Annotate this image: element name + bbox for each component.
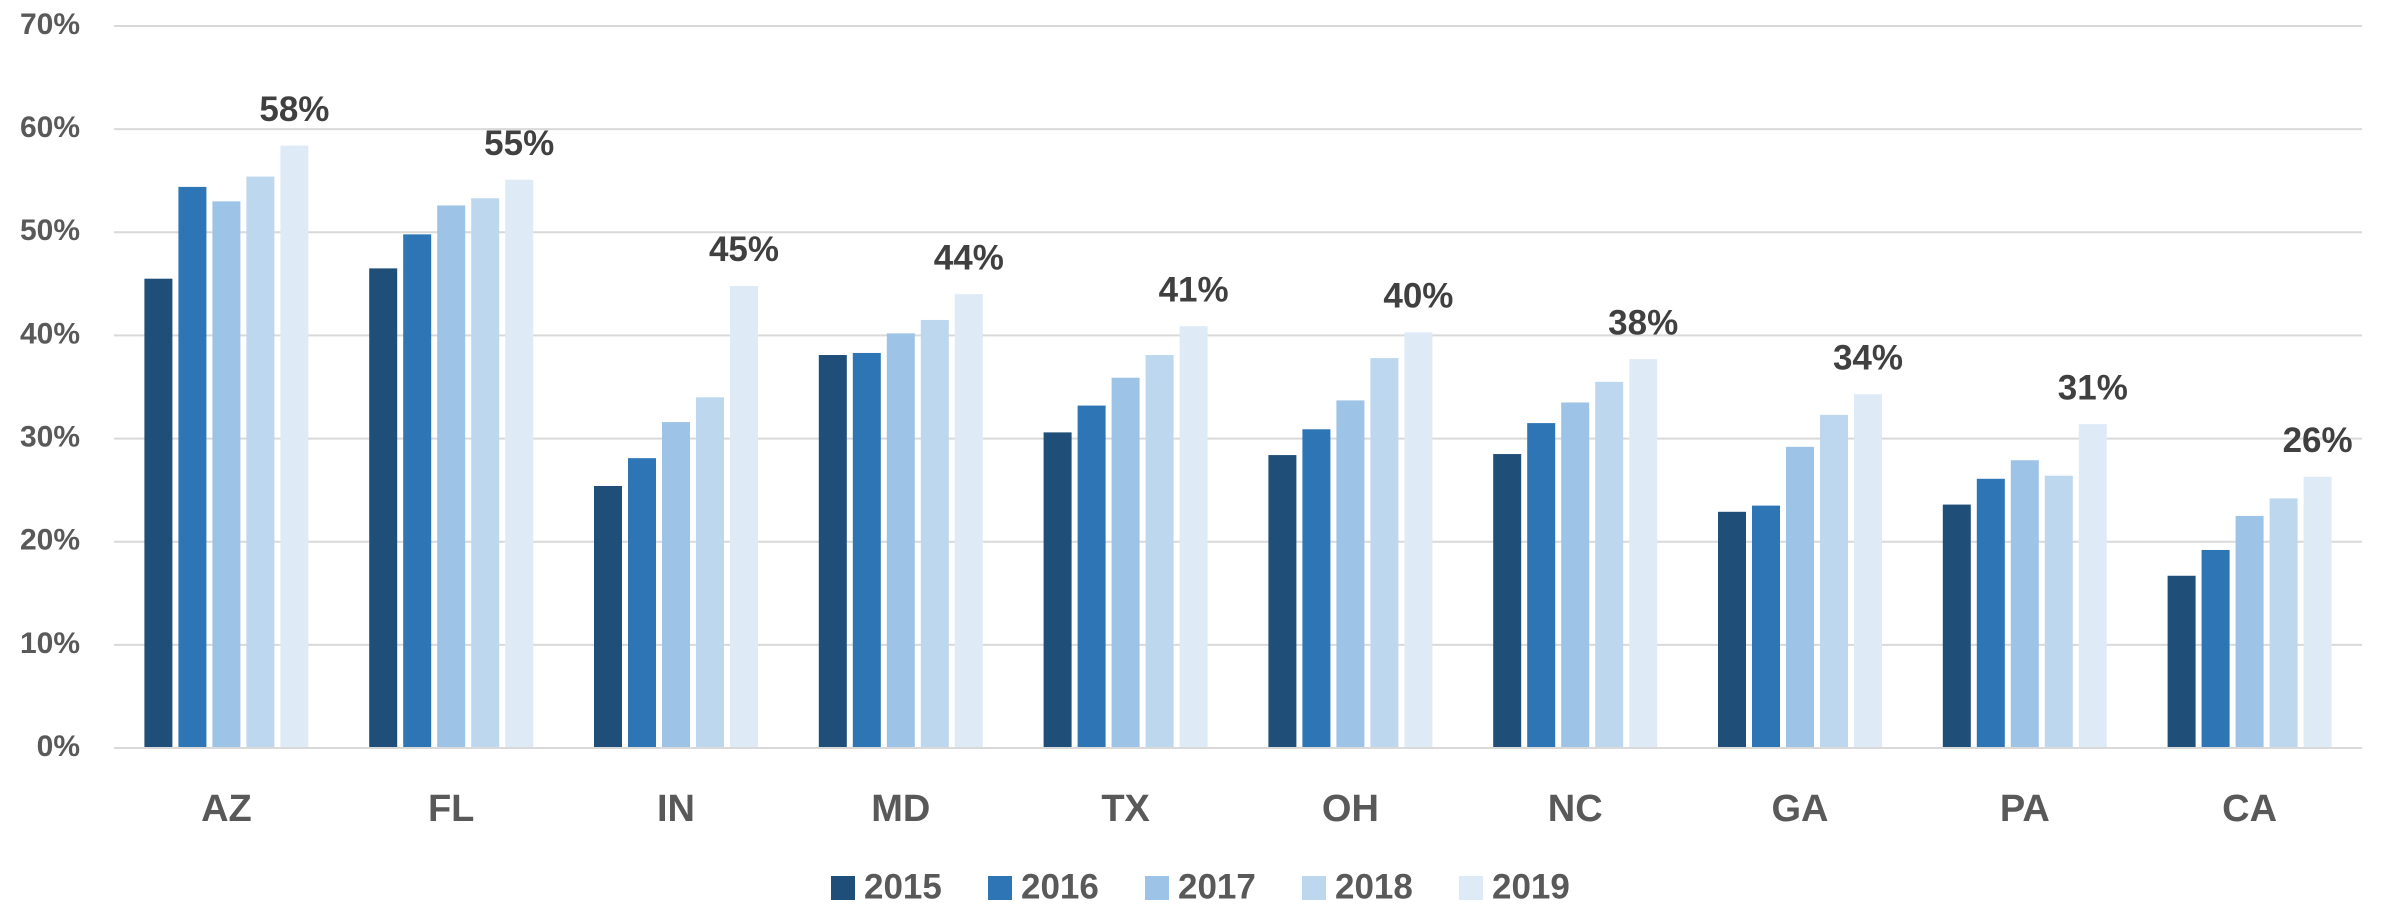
bar	[1111, 377, 1140, 748]
bar	[471, 198, 500, 749]
x-tick-label: CA	[2222, 788, 2277, 830]
bar	[2201, 549, 2230, 748]
bar	[2167, 575, 2196, 748]
x-tick-label: MD	[871, 788, 930, 830]
bar	[1786, 446, 1814, 748]
bar	[954, 294, 983, 748]
legend-swatch	[1302, 876, 1326, 900]
bar	[1629, 359, 1658, 748]
bar	[2235, 515, 2264, 748]
bar	[1527, 423, 1556, 748]
bar	[662, 422, 690, 748]
y-tick-label: 30%	[20, 420, 80, 453]
y-tick-label: 20%	[20, 524, 80, 557]
value-label: 58%	[259, 90, 329, 129]
legend-swatch	[988, 876, 1012, 900]
value-label: 34%	[1833, 338, 1903, 377]
value-label: 40%	[1383, 277, 1453, 316]
bar	[246, 176, 275, 749]
bar	[1268, 455, 1297, 748]
legend-label: 2018	[1335, 867, 1413, 906]
x-tick-label: AZ	[201, 788, 252, 830]
x-tick-label: NC	[1548, 788, 1603, 830]
bar	[2303, 476, 2332, 748]
y-tick-label: 70%	[20, 8, 80, 41]
bar	[1043, 432, 1072, 748]
value-label: 31%	[2058, 368, 2128, 407]
x-tick-label: IN	[657, 788, 695, 830]
bar	[1820, 414, 1848, 748]
x-tick-label: TX	[1101, 788, 1150, 830]
y-tick-label: 40%	[20, 317, 80, 350]
bar	[886, 333, 915, 748]
legend-label: 2017	[1178, 867, 1256, 906]
x-tick-label: FL	[428, 788, 474, 830]
bar	[1077, 405, 1106, 748]
legend-swatch	[1145, 876, 1169, 900]
y-tick-label: 0%	[37, 730, 80, 763]
legend-swatch	[831, 876, 855, 900]
y-tick-label: 10%	[20, 627, 80, 660]
bar	[1493, 454, 1522, 748]
bar	[2078, 424, 2107, 748]
bar	[2010, 460, 2039, 748]
x-tick-label: PA	[2000, 788, 2050, 830]
bar	[818, 355, 847, 748]
bar	[1302, 429, 1331, 748]
bar	[1718, 511, 1746, 748]
bar	[1370, 358, 1399, 748]
y-tick-label: 60%	[20, 111, 80, 144]
bar	[1561, 402, 1590, 748]
value-label: 38%	[1608, 303, 1678, 342]
value-label: 55%	[484, 124, 554, 163]
value-label: 26%	[2283, 421, 2353, 460]
bar	[280, 145, 309, 748]
bar	[1942, 504, 1971, 748]
bar	[920, 319, 949, 748]
y-tick-label: 50%	[20, 214, 80, 247]
bar	[1595, 381, 1624, 748]
bar	[144, 278, 173, 748]
bar	[1752, 505, 1780, 748]
bar	[1145, 355, 1174, 748]
bar	[212, 201, 241, 749]
value-label: 41%	[1159, 270, 1229, 309]
bar	[1976, 478, 2005, 748]
bar	[505, 179, 534, 748]
legend-label: 2019	[1492, 867, 1570, 906]
value-label: 45%	[709, 230, 779, 269]
x-tick-label: GA	[1772, 788, 1829, 830]
bar	[594, 486, 622, 748]
bar	[852, 352, 881, 748]
bar	[2269, 498, 2298, 748]
x-tick-label: OH	[1322, 788, 1379, 830]
legend-label: 2015	[864, 867, 942, 906]
bar	[178, 186, 207, 749]
bar	[369, 268, 398, 748]
bar	[2044, 475, 2073, 748]
legend-swatch	[1459, 876, 1483, 900]
bar	[403, 234, 432, 748]
bar	[730, 285, 758, 748]
value-label: 44%	[934, 238, 1004, 277]
bar	[1404, 332, 1433, 748]
bar	[696, 397, 724, 748]
legend-label: 2016	[1021, 867, 1099, 906]
bar	[628, 458, 656, 748]
bar	[437, 205, 466, 748]
bar	[1854, 394, 1882, 748]
bar	[1336, 400, 1365, 748]
bar	[1179, 326, 1208, 748]
